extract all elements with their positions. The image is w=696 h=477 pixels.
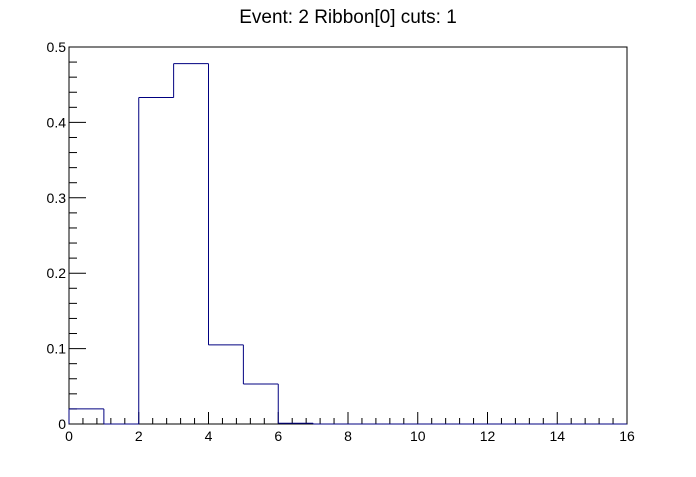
x-tick-label: 4 bbox=[205, 428, 213, 444]
x-tick-label: 12 bbox=[480, 428, 496, 444]
x-tick-label: 2 bbox=[135, 428, 143, 444]
histogram-series bbox=[68, 63, 627, 425]
y-tick-label: 0.3 bbox=[47, 190, 67, 206]
y-tick-label: 0 bbox=[58, 416, 66, 432]
y-tick-label: 0.5 bbox=[47, 39, 67, 55]
y-tick-label: 0.4 bbox=[47, 114, 67, 130]
x-tick-label: 16 bbox=[619, 428, 635, 444]
y-tick-label: 0.2 bbox=[47, 265, 67, 281]
x-tick-label: 8 bbox=[344, 428, 352, 444]
x-tick-label: 14 bbox=[549, 428, 565, 444]
plot-frame bbox=[68, 46, 628, 425]
x-tick-label: 0 bbox=[65, 428, 73, 444]
x-tick-label: 6 bbox=[274, 428, 282, 444]
y-tick-label: 0.1 bbox=[47, 341, 67, 357]
x-tick-label: 10 bbox=[410, 428, 426, 444]
axes: 0 2 4 6 8 10 12 14 16 0 0.1 0.2 0.3 0.4 0.5 bbox=[47, 39, 635, 444]
chart-title: Event: 2 Ribbon[0] cuts: 1 bbox=[239, 7, 457, 28]
